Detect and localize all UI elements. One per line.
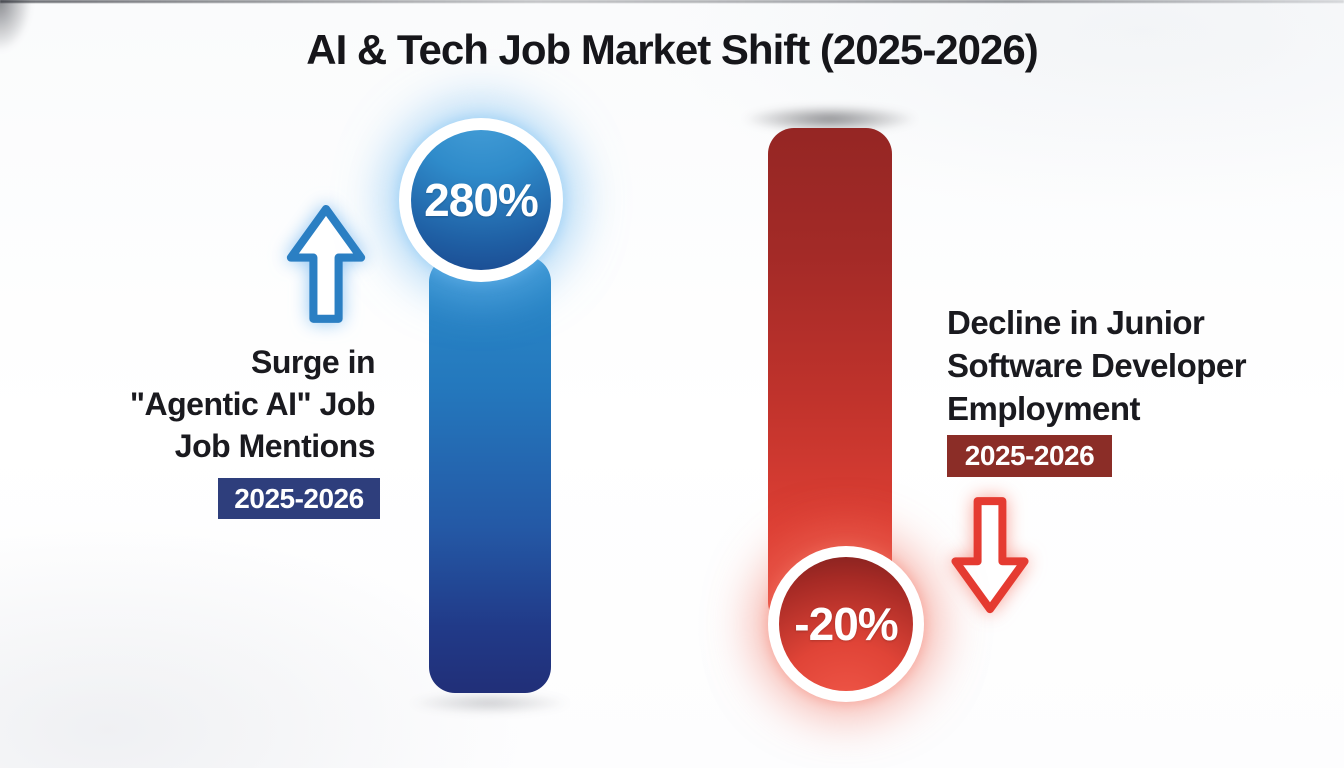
- label-junior-dev: Decline in Junior Software Developer Emp…: [947, 301, 1292, 430]
- label-line: Surge in: [250, 344, 376, 380]
- corner-smudge-artifact: [0, 0, 32, 52]
- label-agentic-ai: Surge in "Agentic AI" Job Job Mentions: [55, 341, 376, 467]
- label-line: Job Mentions: [174, 428, 376, 464]
- period-badge-junior-dev: 2025-2026: [947, 435, 1112, 477]
- period-badge-agentic-ai: 2025-2026: [218, 478, 380, 519]
- value-label-junior-dev: -20%: [794, 598, 898, 650]
- label-line: Employment: [947, 390, 1141, 427]
- value-badge-inner: -20%: [779, 557, 913, 691]
- top-edge-artifact: [0, 0, 1344, 3]
- bar-junior-dev-decline: [768, 128, 892, 628]
- bar-agentic-ai-surge: [429, 256, 551, 693]
- value-badge-agentic-ai: 280%: [399, 118, 563, 282]
- blue-bar-drop-shadow: [408, 692, 572, 714]
- label-line: "Agentic AI" Job: [129, 386, 376, 422]
- label-line: Decline in Junior: [947, 304, 1205, 341]
- value-badge-junior-dev: -20%: [768, 546, 924, 702]
- value-badge-inner: 280%: [411, 130, 551, 270]
- red-bar-top-shadow: [744, 106, 916, 132]
- value-label-agentic-ai: 280%: [424, 174, 539, 226]
- chart-title: AI & Tech Job Market Shift (2025-2026): [306, 26, 1038, 73]
- label-line: Software Developer: [947, 347, 1247, 384]
- up-arrow-icon: [286, 204, 366, 323]
- down-arrow-icon: [951, 497, 1029, 614]
